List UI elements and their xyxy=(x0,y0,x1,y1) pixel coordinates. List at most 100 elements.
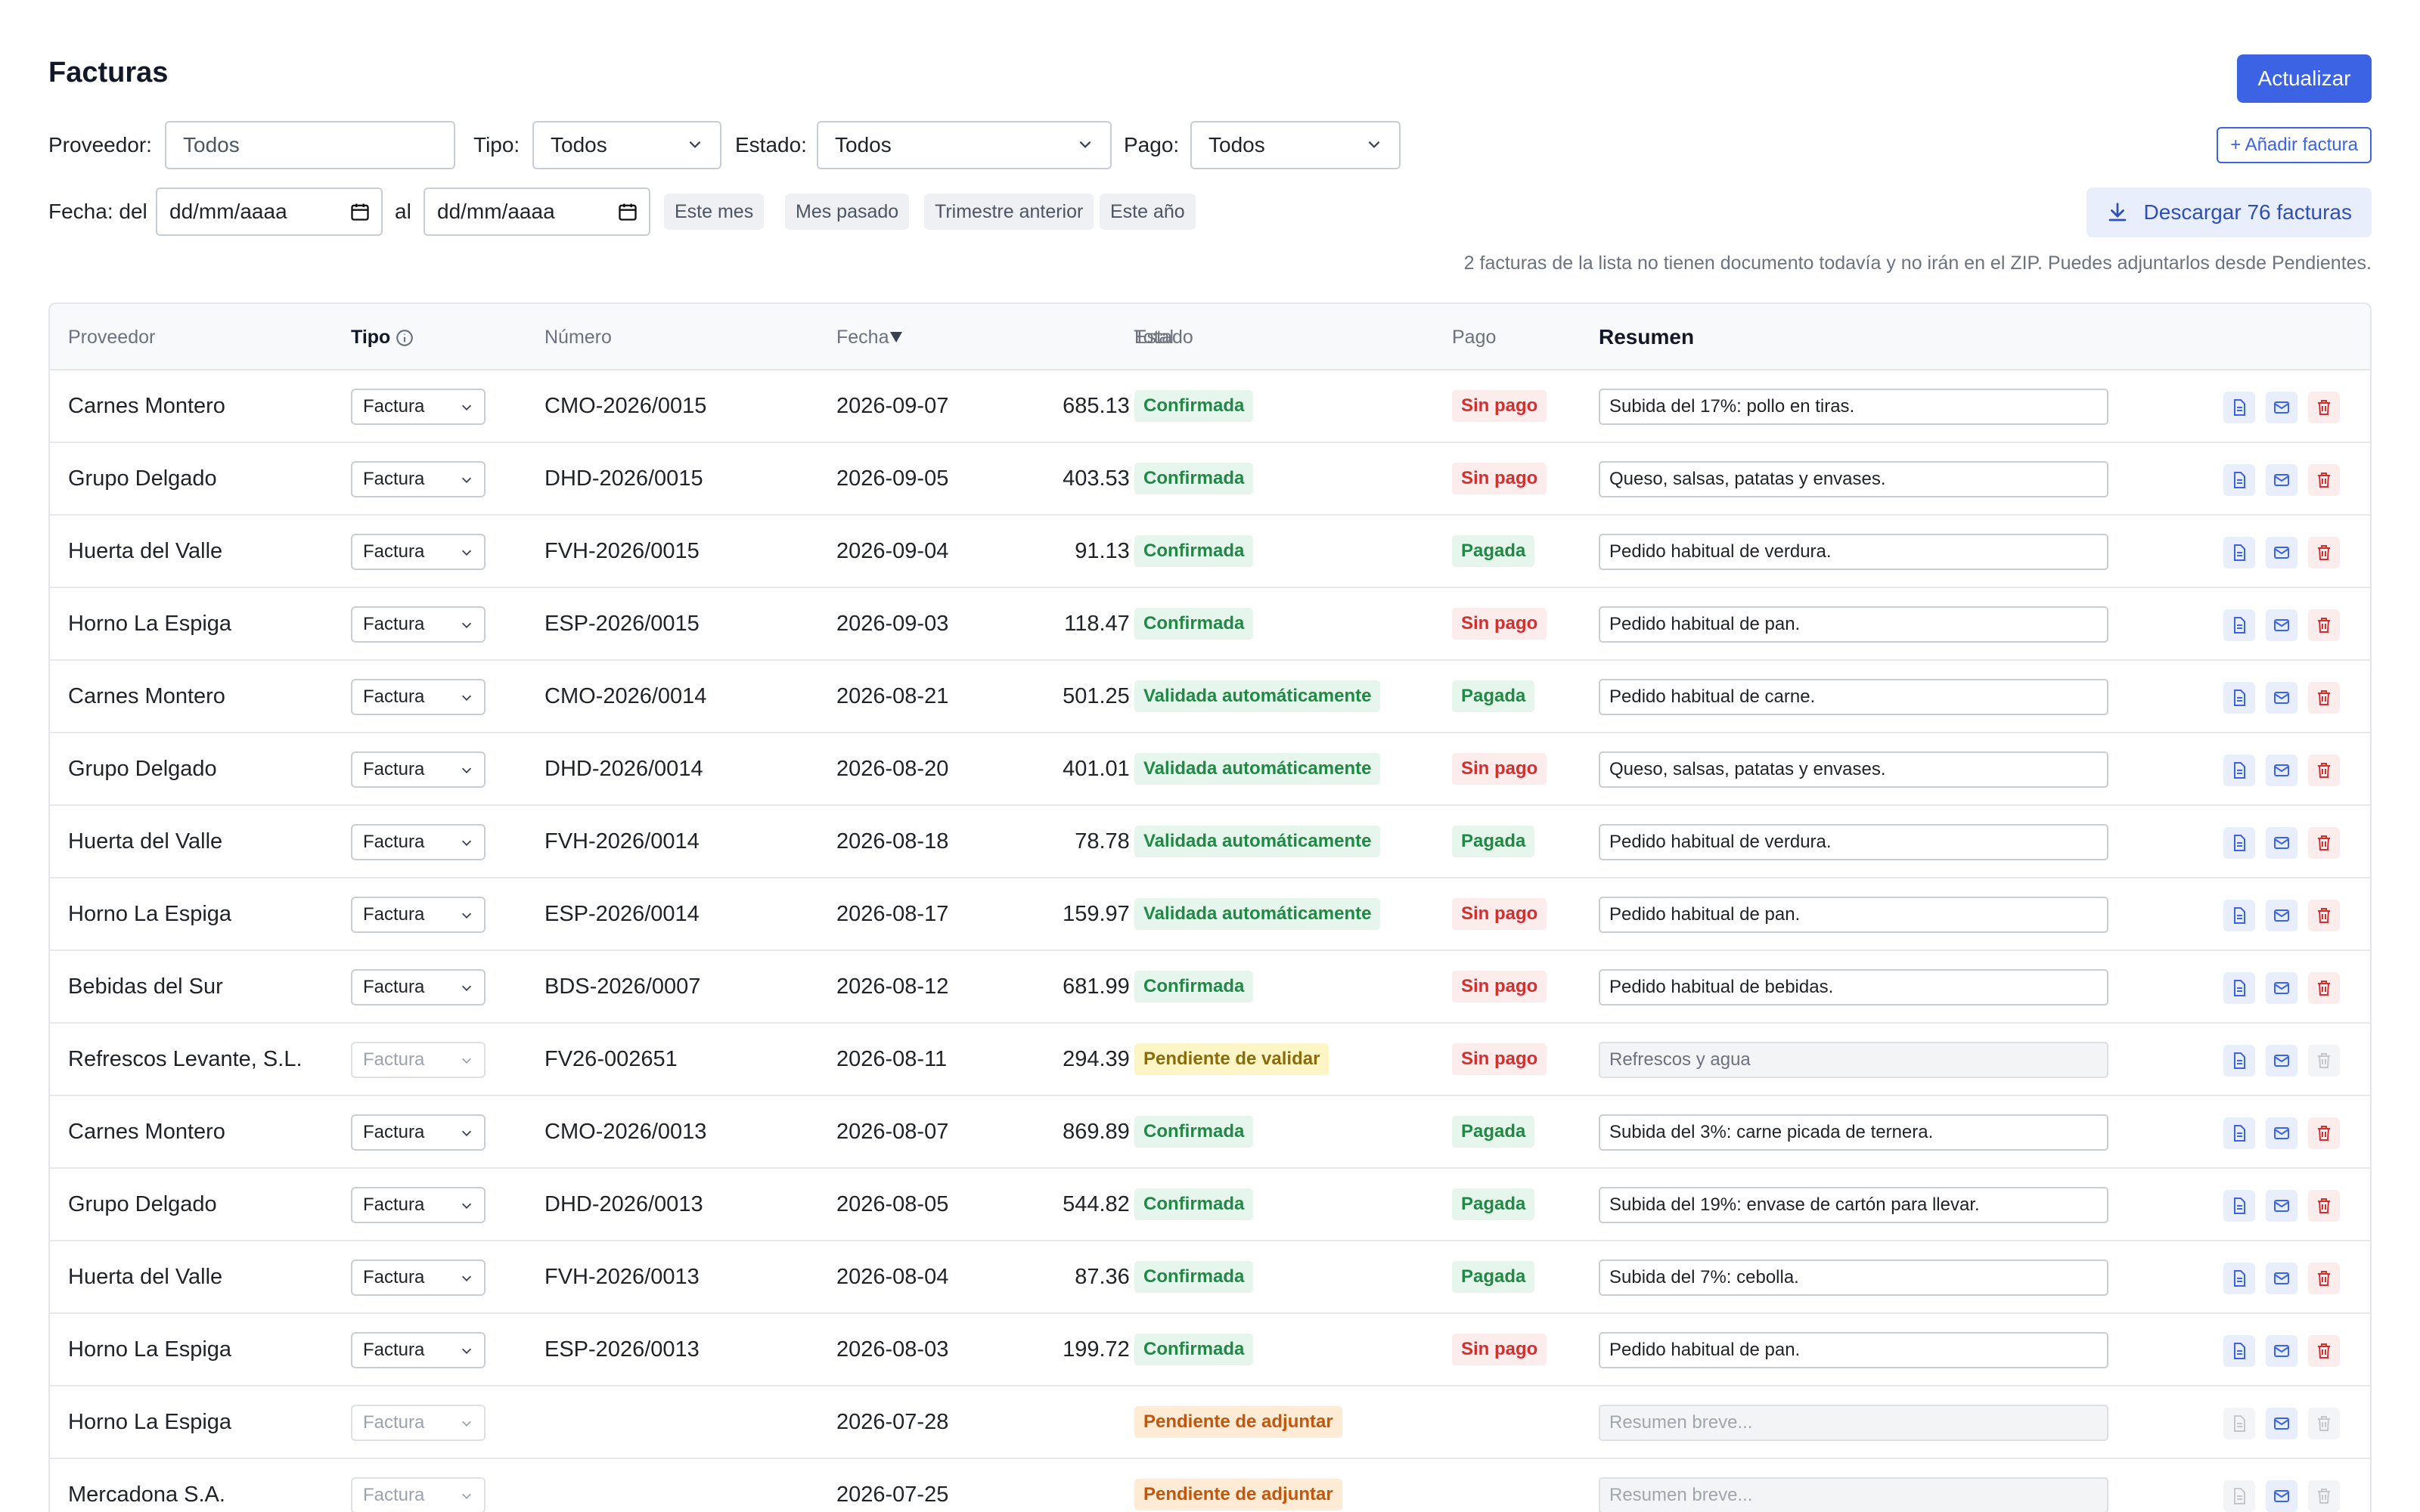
delete-button[interactable] xyxy=(2308,1045,2340,1077)
delete-button[interactable] xyxy=(2308,972,2340,1004)
resumen-input[interactable]: Pedido habitual de pan. xyxy=(1599,897,2108,933)
send-email-button[interactable] xyxy=(2266,1045,2297,1077)
delete-button[interactable] xyxy=(2308,754,2340,786)
tipo-select[interactable]: Factura xyxy=(351,534,486,570)
download-button[interactable]: Descargar 76 facturas xyxy=(2086,187,2372,237)
payment-badge[interactable]: Pagada xyxy=(1452,1116,1535,1148)
calendar-icon[interactable] xyxy=(349,201,371,222)
tipo-select[interactable]: Factura xyxy=(351,1477,486,1512)
delete-button[interactable] xyxy=(2308,900,2340,931)
payment-badge[interactable]: Pagada xyxy=(1452,1261,1535,1293)
payment-badge[interactable]: Pagada xyxy=(1452,535,1535,567)
table-row[interactable]: Horno La Espiga Factura ESP-2026/0014 2026-… xyxy=(50,878,2370,951)
resumen-input[interactable]: Subida del 19%: envase de cartón para ll… xyxy=(1599,1187,2108,1223)
resumen-input[interactable]: Resumen breve... xyxy=(1599,1477,2108,1512)
send-email-button[interactable] xyxy=(2266,900,2297,931)
tipo-select[interactable]: Factura xyxy=(351,461,486,497)
resumen-input[interactable]: Subida del 3%: carne picada de ternera. xyxy=(1599,1114,2108,1151)
view-document-button[interactable] xyxy=(2223,392,2255,423)
proveedor-input[interactable]: Todos xyxy=(165,121,455,169)
delete-button[interactable] xyxy=(2308,392,2340,423)
payment-badge[interactable]: Sin pago xyxy=(1452,1043,1547,1075)
table-row[interactable]: Refrescos Levante, S.L. Factura FV26-00265… xyxy=(50,1024,2370,1096)
payment-badge[interactable]: Sin pago xyxy=(1452,753,1547,785)
send-email-button[interactable] xyxy=(2266,537,2297,569)
table-row[interactable]: Huerta del Valle Factura FVH-2026/0013 2026… xyxy=(50,1241,2370,1314)
col-numero[interactable]: Número xyxy=(544,327,612,348)
table-row[interactable]: Horno La Espiga Factura ESP-2026/0015 2026-… xyxy=(50,588,2370,661)
resumen-input[interactable]: Subida del 7%: cebolla. xyxy=(1599,1259,2108,1296)
payment-badge[interactable]: Sin pago xyxy=(1452,390,1547,422)
resumen-input[interactable]: Pedido habitual de carne. xyxy=(1599,679,2108,715)
delete-button[interactable] xyxy=(2308,609,2340,641)
table-row[interactable]: Grupo Delgado Factura DHD-2026/0013 2026-08… xyxy=(50,1169,2370,1241)
table-row[interactable]: Horno La Espiga Factura ESP-2026/0013 2026-… xyxy=(50,1314,2370,1387)
resumen-input[interactable]: Pedido habitual de verdura. xyxy=(1599,534,2108,570)
send-email-button[interactable] xyxy=(2266,1190,2297,1222)
delete-button[interactable] xyxy=(2308,682,2340,714)
resumen-input[interactable]: Pedido habitual de pan. xyxy=(1599,1332,2108,1368)
delete-button[interactable] xyxy=(2308,1480,2340,1512)
resumen-input[interactable]: Pedido habitual de verdura. xyxy=(1599,824,2108,860)
resumen-input[interactable]: Pedido habitual de bebidas. xyxy=(1599,969,2108,1005)
tipo-select[interactable]: Factura xyxy=(351,751,486,788)
view-document-button[interactable] xyxy=(2223,609,2255,641)
table-row[interactable]: Bebidas del Sur Factura BDS-2026/0007 2026-… xyxy=(50,951,2370,1024)
chip-trimestre-anterior[interactable]: Trimestre anterior xyxy=(924,194,1094,230)
delete-button[interactable] xyxy=(2308,537,2340,569)
delete-button[interactable] xyxy=(2308,1117,2340,1149)
table-row[interactable]: Carnes Montero Factura CMO-2026/0015 2026-0… xyxy=(50,370,2370,443)
send-email-button[interactable] xyxy=(2266,1263,2297,1294)
view-document-button[interactable] xyxy=(2223,827,2255,859)
send-email-button[interactable] xyxy=(2266,972,2297,1004)
payment-badge[interactable]: Sin pago xyxy=(1452,1334,1547,1365)
view-document-button[interactable] xyxy=(2223,1190,2255,1222)
table-row[interactable]: Carnes Montero Factura CMO-2026/0014 2026-0… xyxy=(50,661,2370,733)
send-email-button[interactable] xyxy=(2266,1480,2297,1512)
table-row[interactable]: Carnes Montero Factura CMO-2026/0013 2026-0… xyxy=(50,1096,2370,1169)
payment-badge[interactable]: Pagada xyxy=(1452,680,1535,712)
table-row[interactable]: Grupo Delgado Factura DHD-2026/0014 2026-08… xyxy=(50,733,2370,806)
tipo-select[interactable]: Factura xyxy=(351,1405,486,1441)
view-document-button[interactable] xyxy=(2223,537,2255,569)
payment-badge[interactable]: Pagada xyxy=(1452,1188,1535,1220)
view-document-button[interactable] xyxy=(2223,682,2255,714)
resumen-input[interactable]: Pedido habitual de pan. xyxy=(1599,606,2108,643)
payment-badge[interactable]: Pagada xyxy=(1452,826,1535,857)
send-email-button[interactable] xyxy=(2266,1408,2297,1439)
view-document-button[interactable] xyxy=(2223,1045,2255,1077)
col-proveedor[interactable]: Proveedor xyxy=(68,327,156,348)
send-email-button[interactable] xyxy=(2266,392,2297,423)
table-row[interactable]: Huerta del Valle Factura FVH-2026/0015 2026… xyxy=(50,516,2370,588)
tipo-select[interactable]: Todos xyxy=(532,121,721,169)
date-to-input[interactable]: dd/mm/aaaa xyxy=(424,187,650,236)
payment-badge[interactable]: Sin pago xyxy=(1452,971,1547,1002)
tipo-select[interactable]: Factura xyxy=(351,389,486,425)
date-from-input[interactable]: dd/mm/aaaa xyxy=(156,187,383,236)
delete-button[interactable] xyxy=(2308,1335,2340,1367)
view-document-button[interactable] xyxy=(2223,972,2255,1004)
send-email-button[interactable] xyxy=(2266,1335,2297,1367)
col-estado[interactable]: Estado xyxy=(1134,327,1193,348)
col-fecha[interactable]: Fecha xyxy=(836,327,889,348)
tipo-select[interactable]: Factura xyxy=(351,1187,486,1223)
info-icon[interactable] xyxy=(395,328,414,348)
view-document-button[interactable] xyxy=(2223,1263,2255,1294)
table-row[interactable]: Grupo Delgado Factura DHD-2026/0015 2026-09… xyxy=(50,443,2370,516)
delete-button[interactable] xyxy=(2308,464,2340,496)
send-email-button[interactable] xyxy=(2266,827,2297,859)
chip-este-mes[interactable]: Este mes xyxy=(664,194,765,230)
delete-button[interactable] xyxy=(2308,1263,2340,1294)
view-document-button[interactable] xyxy=(2223,1480,2255,1512)
refresh-button[interactable]: Actualizar xyxy=(2237,54,2372,103)
send-email-button[interactable] xyxy=(2266,464,2297,496)
view-document-button[interactable] xyxy=(2223,1335,2255,1367)
send-email-button[interactable] xyxy=(2266,1117,2297,1149)
tipo-select[interactable]: Factura xyxy=(351,897,486,933)
col-pago[interactable]: Pago xyxy=(1452,327,1497,348)
delete-button[interactable] xyxy=(2308,827,2340,859)
col-tipo[interactable]: Tipo xyxy=(351,327,391,348)
resumen-input[interactable]: Queso, salsas, patatas y envases. xyxy=(1599,751,2108,788)
tipo-select[interactable]: Factura xyxy=(351,606,486,643)
delete-button[interactable] xyxy=(2308,1190,2340,1222)
